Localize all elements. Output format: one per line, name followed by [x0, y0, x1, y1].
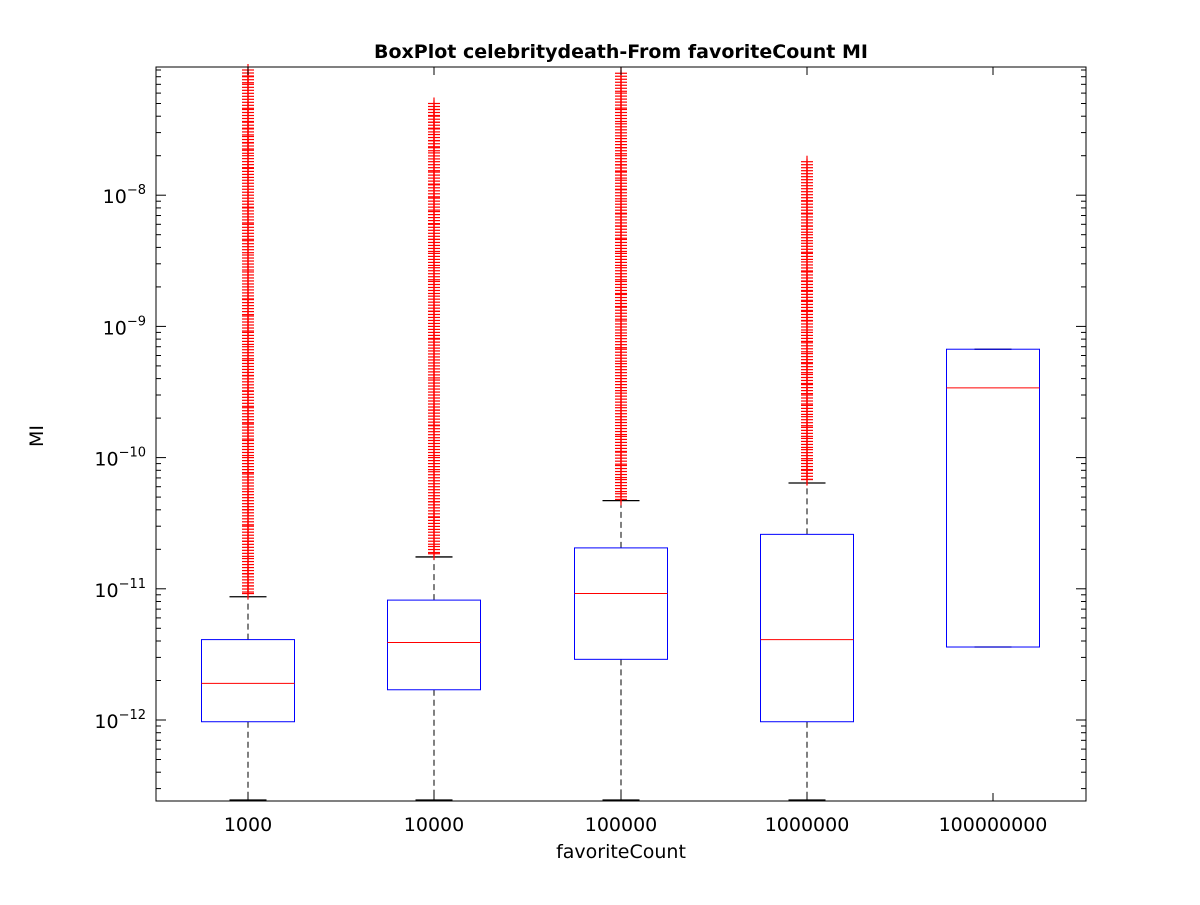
y-tick-label: 10−9: [103, 314, 146, 339]
tick-marks: [156, 67, 1086, 801]
x-tick-label: 100000000: [939, 814, 1048, 836]
box-group-1000: [201, 64, 295, 801]
iqr-box: [760, 533, 854, 723]
box-group-100000000: [946, 348, 1040, 648]
tick-labels: 1000 10000 100000 1000000 100000000 10−12 10−1…: [94, 183, 1047, 836]
y-tick-label: 10−8: [103, 183, 146, 208]
chart-title: BoxPlot celebritydeath-From favoriteCoun…: [374, 41, 868, 63]
x-tick-label: 100000: [585, 814, 658, 836]
iqr-box: [201, 639, 295, 723]
box-group-100000: [574, 67, 668, 801]
x-tick-label: 10000: [404, 814, 464, 836]
iqr-box: [387, 599, 481, 691]
plot-marks: [201, 64, 1040, 801]
iqr-box: [946, 348, 1040, 648]
x-axis-label: favoriteCount: [556, 841, 686, 863]
y-tick-label: 10−11: [94, 577, 146, 602]
outliers-1000: [242, 64, 254, 600]
y-axis-label: MI: [26, 425, 48, 447]
outliers-10000: [428, 97, 440, 560]
box-group-10000: [387, 97, 481, 801]
outliers-100000: [615, 67, 627, 506]
outliers-1000000: [801, 155, 813, 486]
iqr-box: [574, 547, 668, 660]
x-tick-label: 1000: [224, 814, 272, 836]
y-tick-label: 10−12: [94, 708, 146, 733]
y-tick-label: 10−10: [94, 446, 146, 471]
box-group-1000000: [760, 155, 854, 801]
x-tick-label: 1000000: [765, 814, 850, 836]
